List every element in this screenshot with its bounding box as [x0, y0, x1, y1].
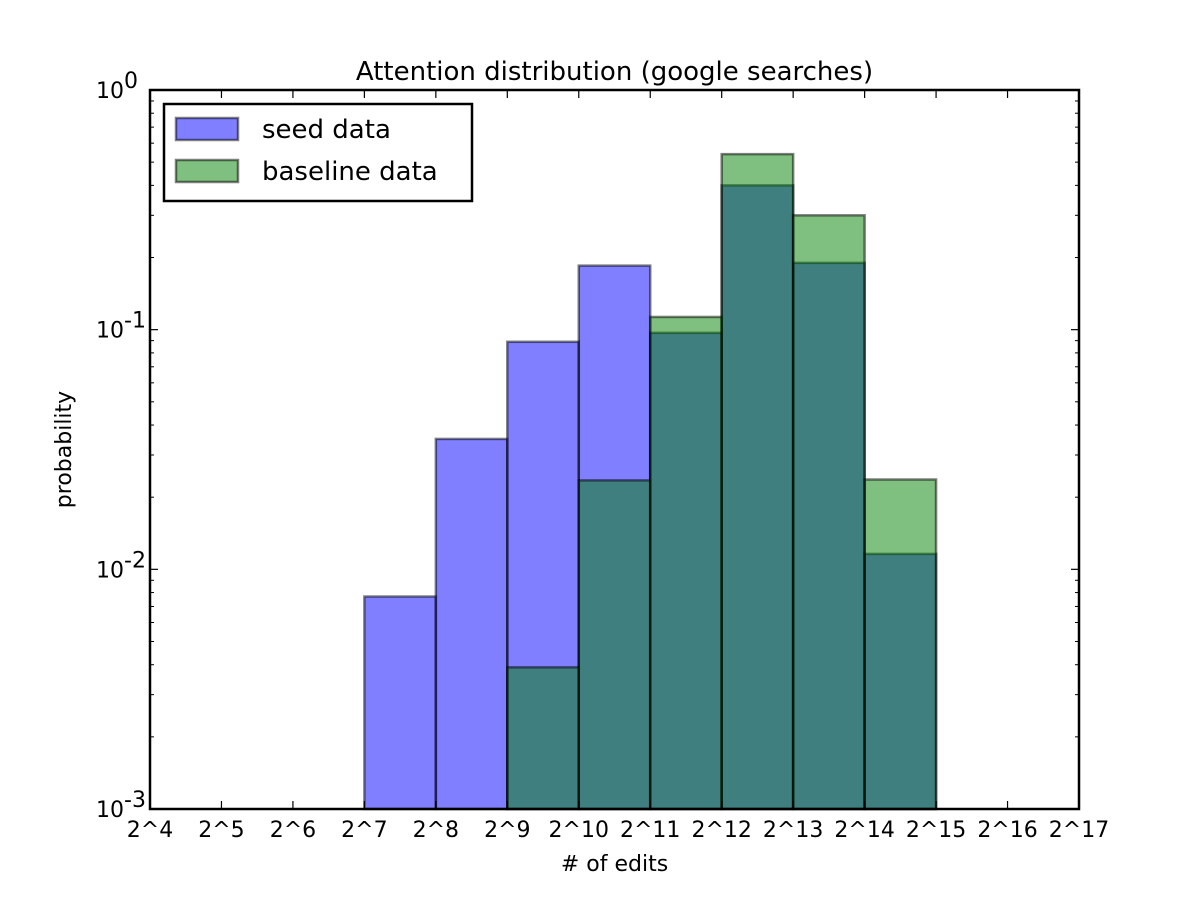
y-tick-exponent: -1	[124, 309, 146, 334]
y-tick-label: 10	[96, 798, 124, 823]
x-tick-label: 2^17	[1049, 818, 1109, 843]
x-tick-label: 2^7	[341, 818, 387, 843]
plot-frame	[148, 88, 1081, 811]
bar-baseline-data-0	[506, 666, 581, 811]
bar-baseline-data-2	[648, 315, 723, 811]
legend-swatch	[174, 158, 240, 184]
x-tick-label: 2^8	[413, 818, 459, 843]
y-axis-label: probability	[52, 391, 77, 508]
legend-label: seed data	[262, 115, 391, 145]
y-tick-exponent: -2	[124, 548, 146, 573]
y-tick-exponent: 0	[124, 69, 138, 94]
x-tick-label: 2^9	[484, 818, 530, 843]
y-tick-label: 10	[96, 79, 124, 104]
bar-seed-data-1	[434, 437, 509, 811]
x-tick-label: 2^5	[198, 818, 244, 843]
bar-baseline-data-5	[863, 478, 938, 811]
y-tick-exponent: -3	[124, 788, 146, 813]
legend: seed data baseline data	[162, 102, 474, 203]
bar-baseline-data-1	[577, 479, 652, 811]
x-tick-label: 2^15	[906, 818, 966, 843]
x-tick-label: 2^16	[977, 818, 1037, 843]
x-tick-label: 2^10	[549, 818, 609, 843]
bar-baseline-data-3	[720, 152, 795, 811]
y-tick-label: 10	[96, 319, 124, 344]
x-tick-label: 2^6	[270, 818, 316, 843]
x-axis-label: # of edits	[561, 852, 668, 877]
series-baseline-data	[506, 152, 938, 811]
bar-baseline-data-4	[791, 214, 866, 811]
bars-layer	[363, 152, 938, 811]
ticks-layer: 2^4 2^5 2^6 2^7 2^8 2^9 2^10 2^11 2^12 2^13 2^14 2^…	[96, 69, 1109, 843]
x-tick-label: 2^13	[763, 818, 823, 843]
x-tick-label: 2^11	[620, 818, 680, 843]
legend-label: baseline data	[262, 157, 438, 187]
x-tick-label: 2^4	[127, 818, 173, 843]
chart-title: Attention distribution (google searches)	[356, 57, 873, 87]
x-tick-label: 2^14	[834, 818, 894, 843]
legend-swatch	[174, 116, 240, 142]
y-tick-label: 10	[96, 558, 124, 583]
x-tick-label: 2^12	[691, 818, 751, 843]
bar-seed-data-0	[363, 595, 438, 811]
